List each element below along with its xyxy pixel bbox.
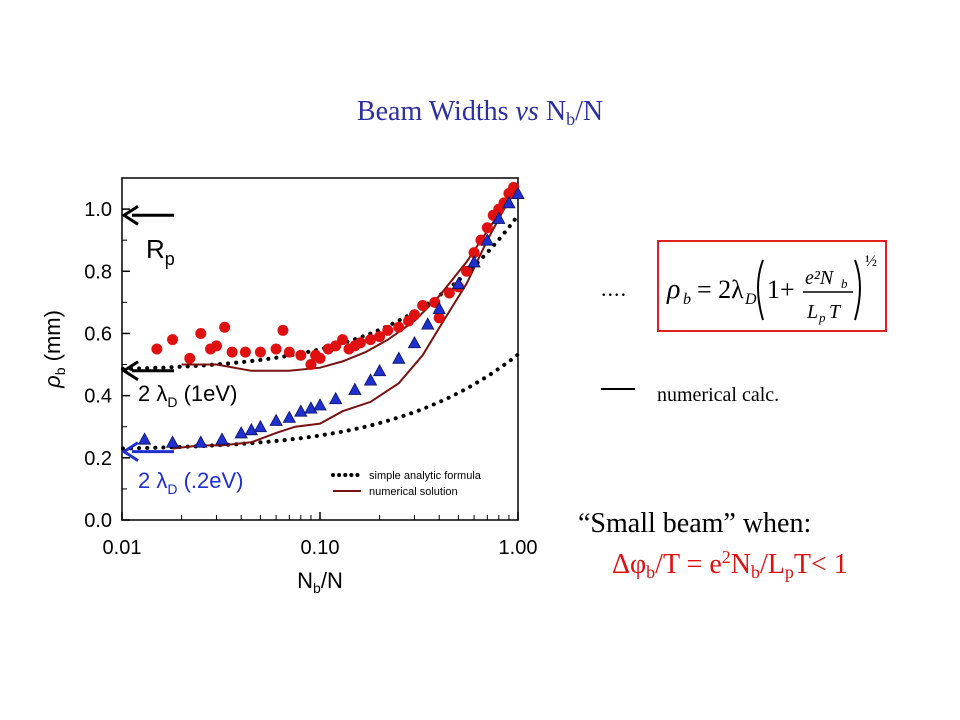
svg-text:L: L [806, 301, 818, 323]
data-point-triangle [407, 335, 422, 349]
x-tick-label: 0.01 [103, 537, 142, 559]
data-point-triangle [294, 404, 308, 417]
data-point-circle [337, 334, 349, 346]
data-point-circle [226, 346, 238, 358]
y-tick-label: 0.4 [84, 386, 112, 408]
y-axis-label: ρb (mm) [40, 310, 68, 389]
data-point-circle [354, 337, 366, 349]
y-tick-label: 1.0 [84, 199, 112, 221]
x-axis-label: Nb/N [297, 568, 343, 596]
svg-text:p: p [818, 310, 826, 325]
data-point-triangle [451, 276, 466, 290]
lambda-02ev-arrow-head [121, 441, 139, 462]
svg-text:= 2λ: = 2λ [697, 275, 744, 304]
y-tick-label: 0.6 [84, 323, 112, 345]
data-point-triangle [421, 317, 435, 330]
svg-text:T: T [829, 301, 842, 323]
solid-line-legend-sample [601, 388, 635, 390]
data-point-circle [461, 265, 473, 277]
numerical-calc-label: numerical calc. [657, 384, 780, 406]
svg-text:1+: 1+ [767, 275, 795, 304]
data-point-triangle [137, 432, 152, 445]
data-point-triangle [480, 233, 495, 246]
data-point-circle [277, 324, 289, 336]
annotation-rp: Rp [146, 234, 175, 269]
data-point-triangle [372, 363, 387, 377]
y-tick-label: 0.2 [84, 448, 112, 470]
data-point-circle [210, 340, 222, 352]
data-point-circle [184, 352, 196, 364]
svg-text:D: D [744, 291, 757, 308]
data-point-triangle [363, 373, 378, 386]
analytic-curve [120, 213, 520, 371]
data-point-circle [151, 343, 163, 355]
annotation-lambda-02ev: 2 λD (.2eV) [138, 468, 244, 497]
data-point-circle [393, 321, 405, 333]
data-point-circle [305, 359, 317, 371]
data-point-circle [283, 346, 295, 358]
data-point-triangle [492, 211, 506, 224]
x-tick-label: 1.00 [499, 537, 538, 559]
data-point-circle [417, 299, 429, 311]
data-point-triangle [282, 410, 297, 423]
data-point-circle [374, 331, 386, 343]
data-point-circle [270, 343, 282, 355]
formula-rho: ρ [666, 274, 680, 305]
data-point-circle [254, 346, 266, 358]
svg-text:b: b [841, 276, 848, 291]
data-point-triangle [392, 351, 406, 364]
data-point-circle [219, 321, 231, 333]
legend-entry-analytic: simple analytic formula [369, 470, 482, 482]
formula-box: ρ b = 2λ D 1+ e²N b L p T ½ [657, 240, 887, 332]
data-point-circle [195, 327, 207, 339]
annotation-lambda-1ev: 2 λD (1eV) [138, 381, 237, 410]
data-point-circle [365, 334, 377, 346]
data-point-triangle [215, 432, 229, 445]
data-point-circle [382, 324, 394, 336]
data-point-circle [314, 352, 326, 364]
data-point-triangle [467, 255, 481, 268]
slide-title: Beam Widths vs Nb/N [356, 96, 604, 129]
svg-text:b: b [683, 291, 691, 308]
data-point-triangle [165, 435, 180, 448]
data-point-circle [481, 222, 493, 234]
svg-text:½: ½ [865, 253, 877, 270]
data-point-triangle [269, 413, 283, 426]
data-point-triangle [502, 196, 516, 209]
formula-equation: ρ b = 2λ D 1+ e²N b L p T ½ [666, 253, 877, 325]
data-point-circle [167, 334, 179, 346]
data-point-triangle [234, 426, 248, 439]
data-point-circle [239, 346, 251, 358]
data-point-circle [408, 309, 420, 321]
data-point-circle [295, 349, 307, 361]
data-point-triangle [329, 391, 343, 405]
numerical-curve [181, 183, 519, 372]
numerical-curve [172, 186, 519, 450]
small-beam-heading: “Small beam” when: [578, 508, 812, 539]
data-point-circle [468, 247, 480, 259]
x-tick-label: 0.10 [301, 537, 340, 559]
data-point-circle [443, 287, 455, 299]
data-point-triangle [348, 382, 362, 395]
data-point-triangle [432, 301, 446, 314]
data-point-triangle [511, 186, 525, 199]
data-point-triangle [313, 398, 327, 411]
svg-text:e²N: e²N [805, 267, 835, 289]
legend-entry-numerical: numerical solution [369, 486, 458, 498]
small-beam-condition: Δφb/T = e2Nb/LpT< 1 [612, 547, 848, 582]
y-tick-label: 0.0 [84, 510, 112, 532]
data-point-circle [433, 312, 445, 324]
rp-arrow-head [121, 205, 139, 226]
data-point-triangle [194, 435, 208, 448]
lambda-1ev-arrow-head [121, 360, 139, 382]
data-point-triangle [253, 419, 268, 433]
y-tick-label: 0.8 [84, 261, 112, 283]
dotted-line-legend-sample: .... [601, 276, 627, 301]
